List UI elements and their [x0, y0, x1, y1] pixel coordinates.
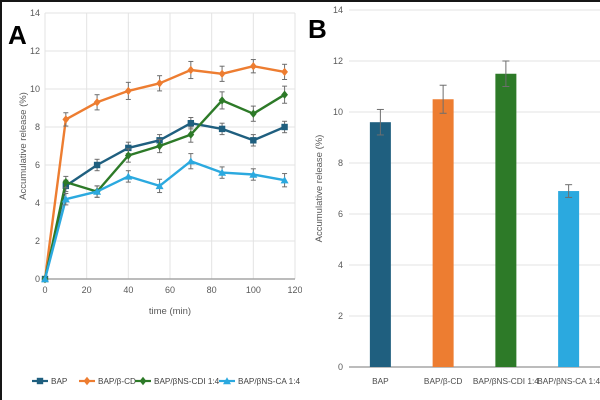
- x-tick-label: 100: [246, 285, 261, 295]
- data-point-marker: [156, 79, 163, 88]
- data-point-marker: [62, 177, 70, 187]
- panel-b-label: B: [308, 14, 327, 44]
- data-point-marker: [249, 170, 258, 178]
- data-point-marker: [93, 98, 101, 107]
- x-tick-label: 60: [165, 285, 175, 295]
- data-point-marker: [124, 151, 132, 160]
- data-point-marker: [93, 187, 102, 195]
- panel-b-bar-chart: B 0 2 4 6 8 10 12 14 Accumulative release (%) BAP…: [302, 2, 600, 400]
- bar-BAP/β-CD: [432, 99, 454, 367]
- accumulative-release-bar-chart: 0 2 4 6 8 10 12 14 Accumulative release (%) BAP BA…: [314, 5, 600, 386]
- series-line-BAP/β-CD: [43, 64, 285, 280]
- data-point-marker: [218, 69, 226, 78]
- data-point-marker: [218, 168, 227, 176]
- data-point-marker: [187, 65, 195, 75]
- data-point-marker: [250, 137, 257, 144]
- data-point-marker: [223, 377, 231, 385]
- y-tick-label: 12: [333, 56, 343, 66]
- data-point-marker: [62, 115, 70, 124]
- data-point-marker: [124, 172, 133, 180]
- y-tick-label: 8: [35, 122, 40, 132]
- data-point-marker: [156, 141, 163, 151]
- series-line-BAP/βNS-CA 1:4: [43, 159, 285, 280]
- y-tick-label: 10: [333, 107, 343, 117]
- data-point-marker: [36, 377, 44, 385]
- data-point-marker: [187, 120, 195, 127]
- y-tick-label: 0: [35, 274, 40, 284]
- panel-a-label: A: [8, 20, 27, 50]
- y-axis-title: Accumulative release (%): [314, 135, 325, 243]
- panel-a-line-chart: A 0 20 40 60 80 100 120 0 2 4 6 8 10 12 14 time (min) Ac…: [2, 2, 302, 400]
- x-tick-label: 40: [123, 285, 133, 295]
- data-point-marker: [218, 96, 226, 105]
- data-point-marker: [124, 86, 132, 96]
- bar-BAP/βNS-CA 1:4: [558, 191, 580, 367]
- category-label: BAP/βNS-CA 1:4: [537, 376, 600, 386]
- data-point-marker: [83, 376, 91, 386]
- accumulative-release-line-chart: 0 20 40 60 80 100 120 0 2 4 6 8 10 12 14 time (min) Accu…: [18, 8, 302, 386]
- data-point-marker: [155, 182, 164, 190]
- bar-BAP: [369, 122, 391, 367]
- data-point-marker: [281, 67, 288, 77]
- legend-label: BAP/βNS-CA 1:4: [238, 377, 300, 386]
- data-point-marker: [280, 176, 289, 184]
- x-tick-label: 80: [207, 285, 217, 295]
- x-axis-title: time (min): [149, 306, 191, 317]
- y-tick-label: 4: [338, 260, 343, 270]
- data-point-marker: [186, 157, 195, 165]
- y-tick-label: 2: [338, 311, 343, 321]
- legend-label: BAP/β-CD: [98, 377, 136, 386]
- category-label: BAP/βNS-CDI 1:4: [473, 376, 539, 386]
- y-tick-label: 0: [338, 362, 343, 372]
- x-tick-label: 0: [42, 285, 47, 295]
- series-line-BAP/βNS-CDI 1:4: [43, 93, 286, 280]
- x-tick-label: 120: [287, 285, 302, 295]
- data-point-marker: [93, 161, 101, 169]
- data-point-marker: [139, 376, 147, 386]
- data-point-marker: [61, 195, 70, 203]
- bar-BAP/βNS-CDI 1:4: [495, 73, 517, 367]
- y-tick-label: 12: [30, 46, 40, 56]
- category-label: BAP: [372, 376, 389, 386]
- data-point-marker: [125, 144, 132, 152]
- y-tick-label: 10: [30, 84, 40, 94]
- data-point-marker: [187, 130, 195, 139]
- data-point-marker: [41, 275, 49, 283]
- y-tick-label: 14: [333, 5, 343, 15]
- y-tick-label: 4: [35, 198, 40, 208]
- x-tick-label: 20: [82, 285, 92, 295]
- y-tick-label: 2: [35, 236, 40, 246]
- y-axis-title: Accumulative release (%): [18, 92, 29, 200]
- data-point-marker: [218, 125, 226, 133]
- data-point-marker: [281, 123, 288, 131]
- legend-label: BAP: [51, 377, 68, 386]
- data-point-marker: [249, 62, 257, 71]
- y-tick-label: 6: [35, 160, 40, 170]
- series-line-BAP: [43, 121, 286, 280]
- y-tick-label: 14: [30, 8, 40, 18]
- category-label: BAP/β-CD: [424, 376, 462, 386]
- y-tick-label: 6: [338, 209, 343, 219]
- data-point-marker: [281, 90, 288, 99]
- data-point-marker: [249, 109, 257, 118]
- legend-label: BAP/βNS-CDI 1:4: [154, 377, 220, 386]
- y-tick-label: 8: [338, 158, 343, 168]
